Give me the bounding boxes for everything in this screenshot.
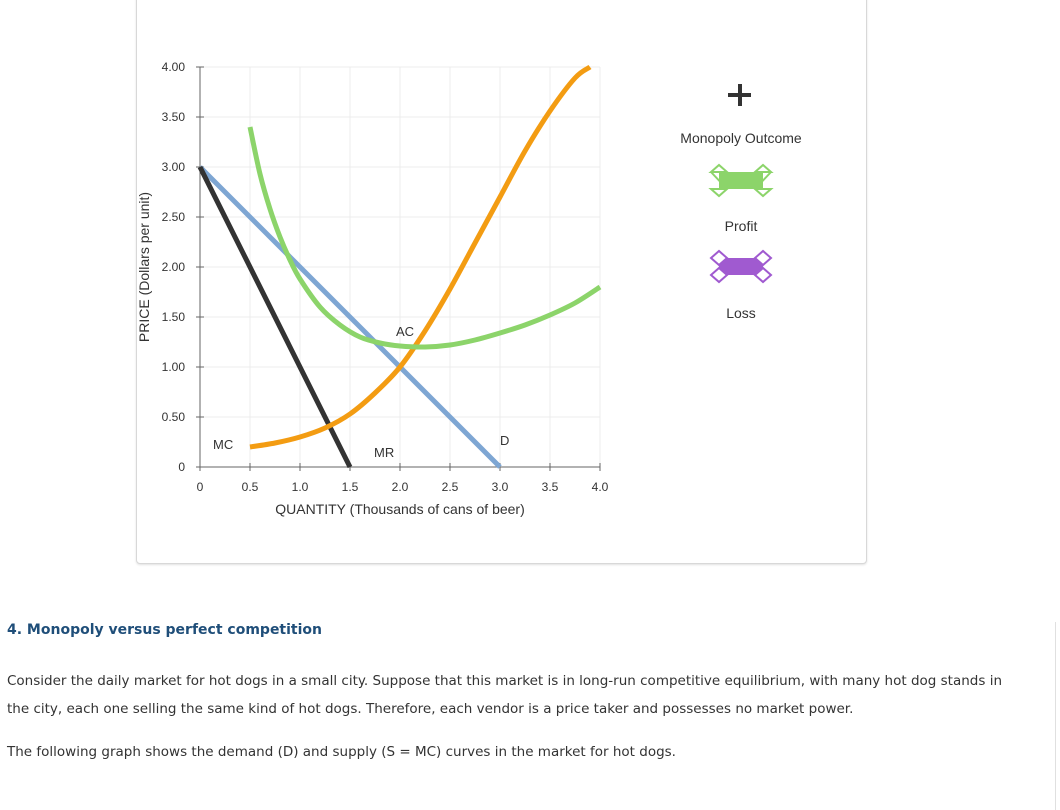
y-tick-label: 0 — [178, 460, 185, 474]
axes: 0 0.5 1.0 1.5 2.0 2.5 3.0 3.5 4.000.501.001.502.… — [136, 60, 609, 517]
y-tick-label: 2.50 — [162, 210, 186, 224]
curve-label-ac: AC — [396, 324, 414, 339]
economics-chart: 0 0.5 1.0 1.5 2.0 2.5 3.0 3.5 4.000.501.001.502.… — [136, 60, 609, 517]
curve-label-mc: MC — [213, 437, 233, 452]
x-tick-label: 1.0 — [292, 480, 309, 494]
y-tick-label: 4.00 — [162, 60, 186, 74]
series — [197, 64, 602, 469]
content-divider — [1055, 622, 1056, 810]
x-tick-label: 0.5 — [242, 480, 259, 494]
y-axis-label: PRICE (Dollars per unit) — [136, 192, 152, 342]
y-tick-label: 2.00 — [162, 260, 186, 274]
curve-mc — [249, 64, 592, 450]
curve-ac — [247, 126, 602, 350]
x-tick-label: 1.5 — [342, 480, 359, 494]
x-tick-label: 0 — [197, 480, 204, 494]
x-tick-label: 3.5 — [542, 480, 559, 494]
x-tick-label: 2.0 — [392, 480, 409, 494]
curve-mr — [197, 165, 353, 469]
paragraph-2: The following graph shows the demand (D)… — [7, 744, 676, 760]
y-tick-label: 3.50 — [162, 110, 186, 124]
y-tick-label: 3.00 — [162, 160, 186, 174]
x-axis-label: QUANTITY (Thousands of cans of beer) — [275, 501, 525, 517]
curve-d — [198, 165, 502, 469]
question-title: 4. Monopoly versus perfect competition — [7, 622, 322, 638]
curve-labels: MC MR AC D — [213, 324, 509, 460]
curve-label-mr: MR — [374, 445, 394, 460]
x-tick-label: 3.0 — [492, 480, 509, 494]
curve-label-d: D — [500, 433, 509, 448]
paragraph-1-line-2: the city, each one selling the same kind… — [7, 701, 854, 717]
y-tick-label: 1.50 — [162, 310, 186, 324]
y-tick-label: 1.00 — [162, 360, 186, 374]
y-tick-label: 0.50 — [162, 410, 186, 424]
x-tick-label: 4.0 — [592, 480, 609, 494]
x-tick-label: 2.5 — [442, 480, 459, 494]
paragraph-1-line-1: Consider the daily market for hot dogs i… — [7, 673, 1002, 689]
